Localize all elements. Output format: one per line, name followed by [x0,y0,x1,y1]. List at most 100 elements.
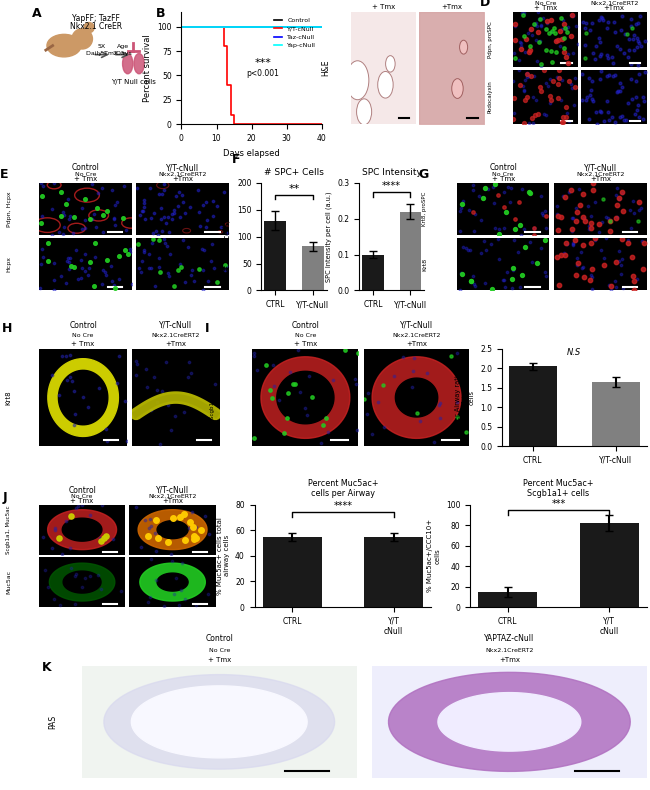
Point [122,435,132,447]
Point [132,358,142,371]
Point [571,214,581,227]
Point [171,190,181,202]
Point [525,24,535,36]
Point [611,280,621,293]
Point [62,255,72,268]
Text: Krt8: Krt8 [5,390,11,404]
Point [597,13,608,26]
Point [612,182,623,194]
Text: Pdpn, proSPC: Pdpn, proSPC [488,21,493,58]
Legend: Control, Y/T-cNull, Taz-cNull, Yap-cNull: Control, Y/T-cNull, Taz-cNull, Yap-cNull [271,15,318,51]
Point [71,243,81,256]
Point [553,77,564,90]
Point [138,244,149,257]
Point [179,592,190,605]
Point [201,196,211,209]
Point [531,33,541,46]
Point [508,233,519,246]
Point [586,216,596,229]
Point [586,210,596,223]
Text: +Tmx: +Tmx [590,176,611,182]
Point [151,544,161,557]
Point [408,365,418,378]
Point [621,27,632,40]
Point [612,85,623,98]
Point [527,111,538,124]
Point [457,268,467,280]
Point [630,107,640,120]
Text: Y/T-cNull: Y/T-cNull [597,0,630,1]
Point [161,356,171,368]
Point [634,195,644,208]
Point [568,47,578,59]
Point [519,7,529,20]
Point [248,346,259,359]
Point [50,522,60,535]
Point [534,13,544,25]
Text: Y/T-cNull: Y/T-cNull [166,164,199,172]
Point [435,412,445,424]
Point [70,570,80,582]
Point [519,240,530,253]
Point [435,397,445,409]
Point [536,242,546,254]
Point [488,180,499,193]
Point [638,112,648,125]
Point [142,530,153,543]
Point [536,85,546,97]
Point [521,67,532,80]
Point [153,261,164,273]
Point [153,228,163,241]
Text: +Tmx: +Tmx [441,4,462,9]
Text: Control: Control [532,0,560,1]
Point [493,232,503,245]
Point [269,380,280,393]
Point [524,186,534,198]
Point [185,200,195,213]
Point [521,33,531,46]
Point [581,17,592,29]
Point [617,110,627,122]
Bar [592,382,640,446]
Point [36,216,47,229]
Point [580,39,590,51]
Point [218,186,229,198]
Point [599,252,609,265]
Point [578,261,588,273]
Point [558,18,569,31]
Text: Age: Age [116,44,129,49]
Point [581,90,592,103]
Point [179,206,190,219]
Point [135,209,146,221]
Point [627,251,638,264]
Point [80,572,90,585]
Point [478,192,489,205]
Point [581,27,592,40]
Text: No Cre: No Cre [72,333,94,338]
Point [520,94,530,107]
Y-axis label: Percent survival: Percent survival [142,34,151,102]
Point [554,24,565,37]
Point [174,599,184,611]
Point [294,386,305,399]
Point [603,105,614,118]
Point [538,11,549,24]
Point [604,69,615,81]
Point [185,516,195,529]
Point [102,435,112,447]
Text: No Cre: No Cre [209,649,230,653]
Point [250,350,260,363]
Text: Control: Control [68,486,96,495]
Point [220,264,230,276]
Text: ***: *** [551,498,566,509]
Point [554,64,564,77]
Point [578,188,589,201]
Point [525,186,535,199]
Point [556,32,566,45]
Text: No Cre: No Cre [294,333,316,338]
Point [515,219,526,231]
Text: p<0.001: p<0.001 [246,70,280,78]
Point [508,92,519,104]
Point [555,40,566,52]
Point [145,591,155,604]
